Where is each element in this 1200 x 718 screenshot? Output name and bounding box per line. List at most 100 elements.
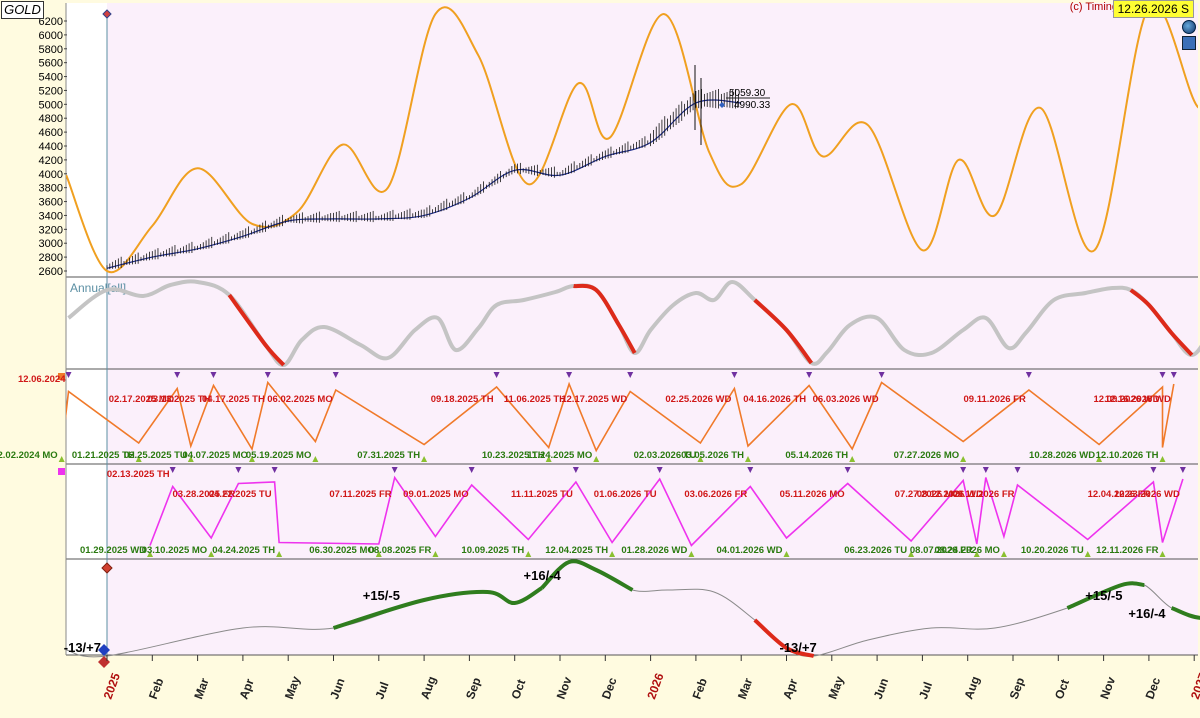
magenta-osc-top-marker-icon — [844, 467, 851, 473]
wave-label: +16/-4 — [524, 568, 562, 583]
x-axis-label: Apr — [780, 677, 800, 702]
orange-osc-top-label: 12.06.2024 — [18, 374, 66, 385]
orange-osc-bottom-label: 05.14.2026 TH — [785, 450, 848, 461]
x-axis-label: May — [825, 674, 846, 701]
x-axis-label: Oct — [1052, 677, 1072, 701]
wave-green-segment — [1170, 606, 1200, 620]
orange-osc-bottom-label: 07.31.2025 TH — [357, 450, 420, 461]
wave-label: -13/+7 — [64, 640, 101, 655]
wave-label: -13/+7 — [780, 640, 817, 655]
settings-icon[interactable] — [1182, 36, 1196, 50]
orange-osc-bottom-label: 03.05.2026 TH — [681, 450, 744, 461]
magenta-osc-top-label: 12.04.2026 FR — [1088, 489, 1151, 500]
orange-osc-bottom-marker-icon — [593, 456, 600, 462]
magenta-osc-top-marker-icon — [468, 467, 475, 473]
wave-current-marker-icon — [98, 644, 110, 656]
magenta-osc-bottom-marker-icon — [1000, 551, 1007, 557]
orange-osc-top-label: 02.17.2025 MO — [109, 394, 175, 405]
magenta-osc-top-marker-icon — [235, 467, 242, 473]
price-tick-label: 4800 — [39, 113, 63, 125]
orange-osc-top-label: 04.17.2025 TH — [202, 394, 265, 405]
orange-osc-bottom-marker-icon — [744, 456, 751, 462]
price-tick-label: 2600 — [39, 266, 63, 278]
magenta-osc-bottom-marker-icon — [908, 551, 915, 557]
x-axis-label: 2027 — [1188, 671, 1200, 701]
price-tick-label: 4000 — [39, 169, 63, 181]
magenta-osc-bottom-label: 06.23.2026 TU — [844, 545, 907, 556]
magenta-osc-top-marker-icon — [1179, 467, 1186, 473]
copyright-label: (c) Timing — [1069, 1, 1118, 13]
orange-osc-top-label: 03.13.2025 TH — [148, 394, 211, 405]
magenta-osc-bottom-marker-icon — [432, 551, 439, 557]
price-tick-label: 3000 — [39, 238, 63, 250]
magenta-osc-bottom-marker-icon — [688, 551, 695, 557]
magenta-osc-bottom-marker-icon — [375, 551, 382, 557]
wave-green-segment — [540, 559, 634, 592]
orange-osc-bottom-label: 02.03.2026 TU — [634, 450, 697, 461]
magenta-osc-top-marker-icon — [169, 467, 176, 473]
last-low-label: 4990.33 — [734, 100, 771, 111]
magenta-osc-bottom-marker-icon — [147, 551, 154, 557]
today-marker-icon — [102, 9, 112, 19]
orange-osc-bottom-marker-icon — [135, 456, 142, 462]
annual-red-segment — [573, 283, 637, 354]
magenta-osc-bottom-label: 08.24.2026 MO — [934, 545, 1000, 556]
orange-osc-top-label: 09.18.2025 TH — [431, 394, 494, 405]
x-axis-label: Mar — [735, 676, 756, 701]
magenta-osc-top-label: 04.22.2025 TU — [209, 489, 272, 500]
annual-cycle-line — [67, 279, 1200, 367]
magenta-osc-bottom-label: 12.04.2025 TH — [545, 545, 608, 556]
x-axis-label: 2025 — [101, 671, 123, 701]
magenta-osc-top-label: 03.06.2026 FR — [684, 489, 747, 500]
x-axis-label: Apr — [237, 677, 257, 702]
x-axis-label: Sep — [1007, 676, 1028, 701]
globe-icon[interactable] — [1182, 20, 1196, 34]
magenta-osc-top-label: 09.01.2025 MO — [403, 489, 469, 500]
orange-osc-top-marker-icon — [1025, 372, 1032, 378]
orange-osc-top-label: 12.16.2026 WD — [1105, 394, 1171, 405]
orange-osc-bottom-label: 11.24.2025 MO — [527, 450, 592, 461]
x-axis-label: Jul — [372, 680, 391, 701]
orange-osc-top-marker-icon — [627, 372, 634, 378]
magenta-osc-top-marker-icon — [656, 467, 663, 473]
x-axis-label: Mar — [191, 676, 212, 701]
magenta-osc-top-marker-icon — [1150, 467, 1157, 473]
magenta-osc-top-marker-icon — [1014, 467, 1021, 473]
magenta-osc-top-label: 11.11.2025 TU — [511, 489, 573, 500]
orange-osc-bottom-label: 12.02.2024 MO — [0, 450, 58, 461]
magenta-osc-line — [149, 475, 1184, 547]
magenta-osc-top-label: 01.06.2026 TU — [594, 489, 657, 500]
current-date-box[interactable]: 12.26.2026 S — [1112, 0, 1194, 18]
price-tick-label: 3800 — [39, 183, 63, 195]
orange-osc-top-marker-icon — [566, 372, 573, 378]
orange-osc-top-label: 12.09.2026 WD — [1093, 394, 1159, 405]
price-tick-label: 6200 — [39, 16, 63, 28]
orange-osc-top-marker-icon — [878, 372, 885, 378]
history-shade — [66, 3, 107, 655]
orange-osc-bottom-label: 10.28.2026 WD — [1029, 450, 1095, 461]
orange-osc-bottom-label: 05.19.2025 MO — [246, 450, 312, 461]
magenta-osc-top-marker-icon — [391, 467, 398, 473]
annual-red-segment — [1129, 288, 1194, 357]
wave-label: +15/-5 — [1085, 588, 1122, 603]
magenta-osc-top-label: 07.27.2026 MO — [895, 489, 961, 500]
orange-osc-bottom-marker-icon — [545, 456, 552, 462]
x-axis-label: Aug — [961, 674, 982, 701]
x-axis-label: Aug — [418, 674, 439, 701]
magenta-osc-top-label: 07.11.2025 FR — [329, 489, 391, 500]
x-axis-label: Feb — [146, 676, 166, 701]
orange-osc-bottom-label: 12.10.2026 TH — [1096, 450, 1159, 461]
x-axis-label: Dec — [1143, 675, 1164, 701]
magenta-osc-bottom-marker-icon — [208, 551, 215, 557]
orange-osc-bottom-label: 10.23.2025 TH — [482, 450, 545, 461]
price-tick-label: 5400 — [39, 72, 63, 84]
wave-top-marker-icon — [101, 562, 113, 574]
orange-osc-top-marker-icon — [1170, 372, 1177, 378]
orange-osc-bottom-marker-icon — [697, 456, 704, 462]
magenta-osc-bottom-marker-icon — [1159, 551, 1166, 557]
orange-osc-top-marker-icon — [1159, 372, 1166, 378]
x-axis-label: 2026 — [644, 671, 666, 701]
forecast-cycle-line — [66, 3, 1198, 274]
wave-green-segment — [1066, 581, 1145, 610]
